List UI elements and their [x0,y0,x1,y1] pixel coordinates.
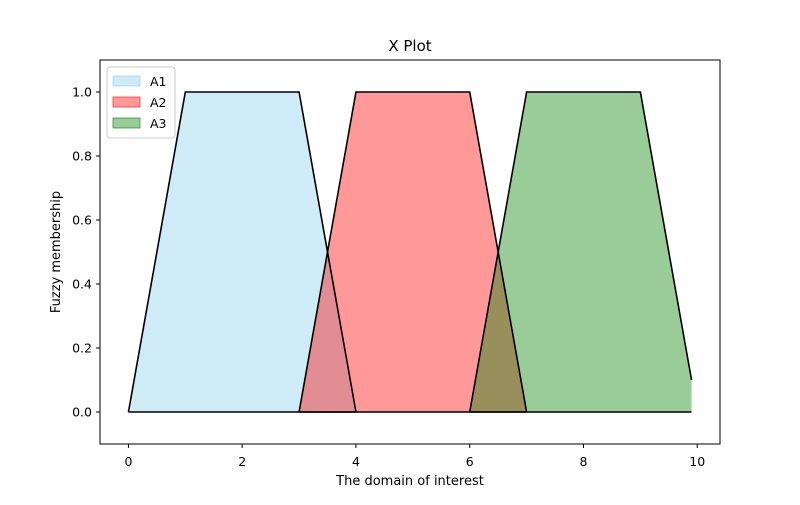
series-line-a3 [468,91,693,413]
x-axis-ticks: 0 2 4 6 8 10 [124,444,705,469]
chart-title: X Plot [388,37,431,55]
x-tick-label: 2 [238,454,246,469]
y-tick-label: 0.0 [72,405,92,420]
x-tick-label: 10 [689,454,705,469]
legend-swatch-a3 [112,117,141,129]
x-tick-label: 4 [352,454,360,469]
series-layer [127,91,693,413]
legend-swatch-a1 [112,75,141,87]
y-tick-label: 0.2 [72,341,92,356]
axes-frame [99,59,721,445]
y-tick-label: 0.6 [72,213,92,228]
legend-label-a1: A1 [150,74,167,89]
x-tick-label: 8 [580,454,588,469]
series-fill-a1 [128,92,356,412]
legend-swatch-a2 [112,96,141,108]
x-tick-label: 6 [466,454,474,469]
x-tick-label: 0 [124,454,132,469]
x-axis-label: The domain of interest [335,474,484,489]
y-tick-label: 0.8 [72,149,92,164]
y-axis-ticks: 0.0 0.2 0.4 0.6 0.8 1.0 [72,85,100,420]
legend-label-a3: A3 [150,116,167,131]
legend: A1 A2 A3 [106,66,176,139]
legend-label-a2: A2 [150,95,167,110]
y-tick-label: 1.0 [72,85,92,100]
y-tick-label: 0.4 [72,277,92,292]
y-axis-label: Fuzzy membership [49,191,64,313]
series-fill-a3 [469,92,692,412]
legend-box [106,66,176,139]
series-fill-a2 [299,92,527,412]
